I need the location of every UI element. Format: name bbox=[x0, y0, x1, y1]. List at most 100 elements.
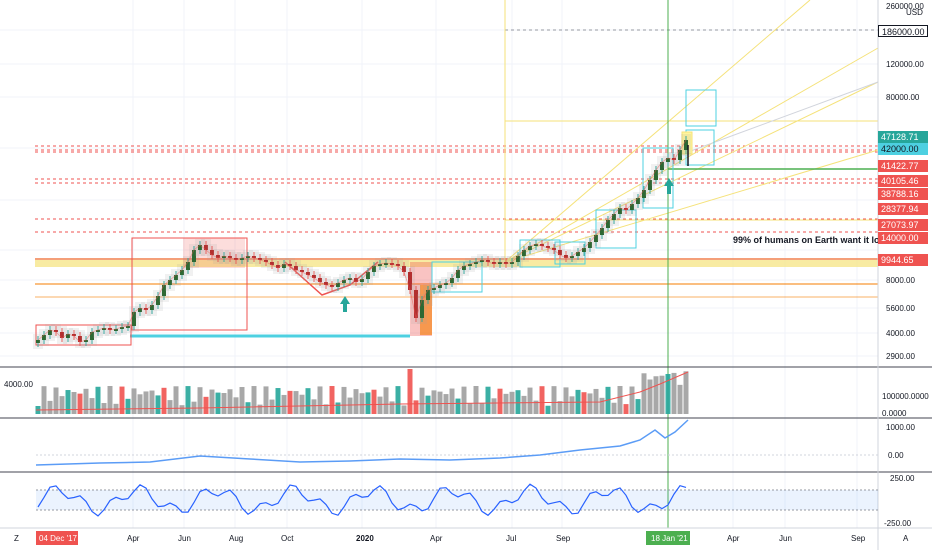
candle-body bbox=[414, 290, 418, 318]
candle-shade bbox=[597, 222, 607, 241]
candle-shade bbox=[231, 252, 241, 266]
candle-body bbox=[72, 334, 76, 336]
volume-bar bbox=[395, 386, 401, 414]
candle-shade bbox=[393, 258, 403, 272]
volume-bar bbox=[335, 402, 341, 414]
candle-shade bbox=[99, 322, 109, 336]
price-tag: 186000.00 bbox=[878, 25, 928, 37]
volume-bar bbox=[359, 393, 365, 414]
volume-bar bbox=[617, 386, 623, 414]
candle-shade bbox=[195, 239, 205, 256]
cursor-date-badge bbox=[646, 531, 690, 545]
volume-bar bbox=[353, 389, 359, 414]
volume-bar bbox=[431, 390, 437, 414]
candle-shade bbox=[435, 279, 445, 294]
candle-body bbox=[306, 272, 310, 275]
volume-bar bbox=[317, 386, 323, 414]
volume-bar bbox=[641, 373, 647, 414]
price-axis-label: 5600.00 bbox=[886, 304, 915, 313]
volume-bar bbox=[551, 386, 557, 414]
candle-shade bbox=[111, 323, 121, 336]
candle-body bbox=[126, 326, 130, 328]
candle-shade bbox=[129, 306, 139, 332]
candle-body bbox=[474, 262, 478, 264]
volume-bar bbox=[71, 392, 77, 414]
volume-bar bbox=[209, 389, 215, 414]
price-axis-label: 260000.00 bbox=[886, 2, 924, 11]
volume-bar bbox=[263, 386, 269, 414]
candle-shade bbox=[621, 202, 631, 216]
candle-body bbox=[342, 280, 346, 283]
zoom-reset-button[interactable]: Z bbox=[14, 534, 19, 543]
candle-shade bbox=[561, 249, 571, 264]
volume-bar bbox=[119, 386, 125, 414]
candle-shade bbox=[93, 324, 103, 338]
indicator2-band bbox=[36, 490, 878, 510]
candle-body bbox=[360, 279, 364, 282]
candle-body bbox=[630, 204, 634, 210]
candles-layer[interactable] bbox=[33, 134, 691, 349]
volume-bar bbox=[545, 405, 551, 414]
candle-body bbox=[612, 214, 616, 220]
candle-body bbox=[180, 270, 184, 275]
volume-bar bbox=[257, 404, 263, 414]
time-axis[interactable]: Apr Jun Aug Oct 2020 Apr Jul Sep Apr Jun Sep bbox=[127, 534, 866, 543]
volume-bar bbox=[293, 391, 299, 414]
candle-shade bbox=[459, 260, 469, 276]
candle-body bbox=[318, 278, 322, 282]
volume-bar bbox=[167, 400, 173, 414]
candle-body bbox=[210, 250, 214, 255]
red-box bbox=[131, 237, 248, 331]
time-axis-label: Apr bbox=[430, 534, 443, 543]
candle-body bbox=[456, 270, 460, 278]
volume-bar bbox=[629, 386, 635, 414]
candle-shade bbox=[351, 272, 361, 288]
auto-scale-button[interactable]: A bbox=[903, 534, 909, 543]
candle-shade bbox=[279, 258, 289, 274]
candle-body bbox=[564, 255, 568, 258]
red-zigzag bbox=[284, 261, 379, 296]
candle-body bbox=[540, 244, 544, 246]
volume-bar bbox=[683, 371, 689, 414]
volume-bar bbox=[107, 386, 113, 414]
time-axis-label: 2020 bbox=[356, 534, 374, 543]
candle-shade bbox=[165, 274, 175, 291]
candle-body bbox=[504, 262, 508, 264]
candle-shade bbox=[429, 282, 439, 296]
volume-bar bbox=[311, 399, 317, 414]
time-axis-label: Apr bbox=[127, 534, 140, 543]
candle-body bbox=[330, 285, 334, 287]
candle-body bbox=[78, 336, 82, 342]
volume-bar bbox=[407, 369, 413, 414]
volume-axis-bottom: 0.0000 bbox=[882, 409, 907, 418]
candle-shade bbox=[291, 260, 301, 276]
price-tag: 27073.97 bbox=[878, 219, 928, 231]
candle-shade bbox=[669, 152, 679, 166]
volume-ma-line bbox=[35, 371, 689, 411]
indicator1-pane bbox=[35, 419, 878, 466]
candle-shade bbox=[207, 244, 217, 261]
candle-shade bbox=[261, 254, 271, 268]
candle-body bbox=[288, 264, 292, 266]
candle-body bbox=[528, 246, 532, 250]
candle-body bbox=[492, 262, 496, 264]
volume-bar bbox=[53, 387, 59, 414]
start-date-badge-text: 04 Dec '17 bbox=[39, 534, 78, 543]
candle-body bbox=[144, 308, 148, 310]
annotation-text[interactable]: 99% of humans on Earth want it lower bbox=[733, 235, 896, 245]
candle-body bbox=[450, 278, 454, 283]
volume-bar bbox=[215, 392, 221, 414]
candle-shade bbox=[141, 302, 151, 316]
volume-left-label: 4000.00 bbox=[4, 380, 33, 389]
time-axis-label: Oct bbox=[281, 534, 294, 543]
volume-bar bbox=[95, 386, 101, 414]
volume-pane bbox=[35, 369, 689, 414]
candle-body bbox=[678, 150, 682, 160]
candle-shade bbox=[63, 328, 73, 344]
candle-body bbox=[240, 258, 244, 260]
volume-bar bbox=[503, 393, 509, 414]
indicator1-axis-top: 1000.00 bbox=[886, 423, 915, 432]
candle-body bbox=[420, 300, 424, 318]
